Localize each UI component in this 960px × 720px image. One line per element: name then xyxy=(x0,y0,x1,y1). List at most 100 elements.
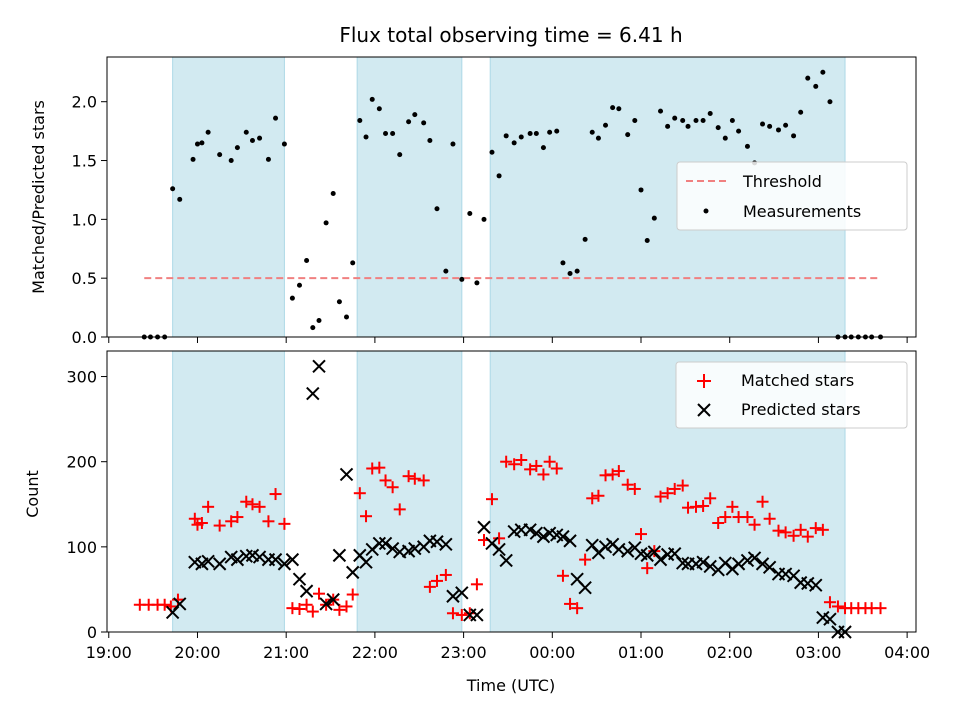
measurement-point xyxy=(406,119,412,125)
measurement-point xyxy=(459,276,465,282)
matched-star-point xyxy=(556,569,569,582)
measurement-point xyxy=(421,120,427,126)
matched-star-point xyxy=(874,602,887,615)
matched-star-point xyxy=(550,462,563,475)
predicted-star-point xyxy=(499,553,513,568)
predicted-star-point xyxy=(312,359,326,374)
measurement-point xyxy=(243,129,249,135)
predicted-star-point xyxy=(201,554,215,569)
counts-x-ticks: 19:00 20:00 21:00 22:00 23:00 00:00 01:00 02:00… xyxy=(86,632,930,662)
measurement-point xyxy=(533,130,539,136)
measurement-point xyxy=(177,196,183,202)
predicted-legend-label: Predicted stars xyxy=(741,400,861,419)
matched-star-point xyxy=(393,503,406,516)
predicted-star-point xyxy=(372,536,387,551)
predicted-star-point xyxy=(647,545,662,559)
matched-star-point xyxy=(809,522,822,535)
matched-star-point xyxy=(423,580,436,593)
measurement-point xyxy=(397,152,403,158)
predicted-star-point xyxy=(578,581,592,595)
matched-star-point xyxy=(704,492,717,505)
matched-star-point xyxy=(719,511,732,524)
predicted-star-point xyxy=(173,597,187,611)
matched-star-point xyxy=(269,488,282,501)
x-tick-label: 00:00 xyxy=(529,643,575,662)
shaded-interval xyxy=(357,351,462,632)
matched-star-point xyxy=(564,597,577,610)
matched-star-point xyxy=(712,517,725,530)
counts-y-tick-label: 200 xyxy=(66,453,97,472)
matched-star-point xyxy=(346,588,359,601)
predicted-star-point xyxy=(332,548,347,563)
measurement-point xyxy=(651,215,657,221)
measurement-point xyxy=(376,106,382,112)
counts-y-ticks: 0 100 200 300 xyxy=(66,368,107,642)
chart-title: Flux total observing time = 6.41 h xyxy=(339,23,682,47)
measurement-point xyxy=(323,220,329,226)
predicted-star-point xyxy=(359,555,373,569)
matched-star-point xyxy=(668,482,681,495)
matched-star-point xyxy=(641,562,654,575)
measurement-point xyxy=(205,129,211,135)
measurement-point xyxy=(489,149,495,155)
measurement-point xyxy=(638,187,644,193)
x-tick-label: 23:00 xyxy=(441,643,487,662)
matched-star-point xyxy=(537,468,550,481)
measurement-point xyxy=(680,118,686,124)
matched-star-point xyxy=(171,593,184,606)
predicted-star-point xyxy=(299,584,314,598)
matched-star-point xyxy=(621,478,634,491)
measurement-point xyxy=(574,268,580,274)
matched-star-point xyxy=(402,470,415,483)
matched-star-point xyxy=(379,474,392,487)
counts-y-tick-label: 100 xyxy=(66,538,97,557)
measurement-point xyxy=(582,236,588,242)
predicted-star-point xyxy=(529,526,544,540)
matched-star-point xyxy=(353,487,366,500)
measurement-point xyxy=(390,130,396,136)
measurement-point xyxy=(776,127,782,133)
measurement-point xyxy=(249,138,255,144)
matched-star-point xyxy=(306,605,319,618)
measurement-point xyxy=(610,105,616,111)
x-tick-label: 03:00 xyxy=(795,643,841,662)
measurement-point xyxy=(767,123,773,129)
measurement-point xyxy=(450,141,456,147)
matched-star-point xyxy=(360,510,373,523)
predicted-star-point xyxy=(439,537,453,552)
matched-star-point xyxy=(661,487,674,500)
predicted-star-point xyxy=(252,550,267,564)
measurements-legend-swatch xyxy=(703,208,709,214)
x-tick-label: 01:00 xyxy=(618,643,664,662)
measurement-point xyxy=(363,134,369,140)
matched-star-point xyxy=(225,515,238,528)
measurement-point xyxy=(330,190,336,196)
measurement-point xyxy=(518,134,524,140)
measurement-point xyxy=(427,138,433,144)
predicted-star-point xyxy=(523,523,537,537)
matched-star-point xyxy=(278,517,291,530)
matched-star-point xyxy=(246,498,259,511)
matched-star-point xyxy=(213,519,226,532)
predicted-stars-points xyxy=(165,359,852,639)
matched-star-point xyxy=(500,455,513,468)
predicted-star-point xyxy=(446,589,460,603)
measurements-legend-label: Measurements xyxy=(743,202,861,221)
measurement-point xyxy=(791,133,797,139)
measurement-point xyxy=(316,318,322,324)
predicted-star-point xyxy=(277,557,292,571)
measurement-point xyxy=(560,260,566,266)
measurement-point xyxy=(357,118,363,124)
predicted-star-point xyxy=(346,565,360,580)
measurement-point xyxy=(700,118,706,124)
measurement-point xyxy=(820,69,826,75)
matched-star-point xyxy=(579,553,592,566)
matched-star-point xyxy=(293,603,306,616)
predicted-star-point xyxy=(378,536,393,551)
matched-star-point xyxy=(202,500,215,513)
measurement-point xyxy=(798,109,804,115)
measurement-point xyxy=(658,108,664,114)
x-tick-label: 02:00 xyxy=(707,643,753,662)
x-axis-label: Time (UTC) xyxy=(466,676,555,695)
x-tick-label: 21:00 xyxy=(263,643,309,662)
